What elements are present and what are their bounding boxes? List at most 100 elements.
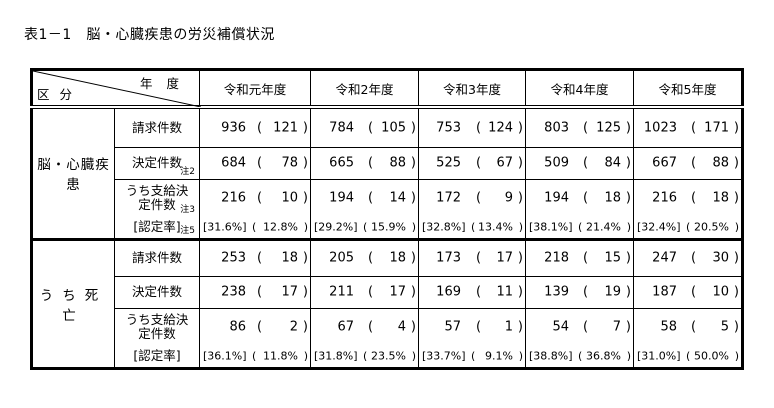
year-header: 令和2年度 [310, 69, 419, 109]
value-cell: 1023 ( 171 ) [633, 107, 743, 148]
secondary-value: 11 [496, 284, 513, 300]
header-row: 年度 区分 令和元年度 令和2年度 令和3年度 令和4年度 令和5年度 [31, 69, 743, 109]
secondary-value: 10 [712, 284, 729, 300]
primary-value: 172 [436, 190, 461, 206]
value-cell: 172 ( 9 ) [418, 178, 526, 217]
primary-value: 187 [652, 284, 677, 300]
secondary-value: 18 [604, 190, 621, 206]
paren-close: ) [625, 250, 631, 266]
secondary-value: 124 [488, 120, 513, 136]
secondary-value: 5 [720, 319, 729, 335]
secondary-value: 15.9% [371, 220, 406, 234]
paren-open: ( [476, 190, 482, 206]
paren-close: ) [302, 120, 308, 136]
paren-close: ) [734, 349, 739, 363]
primary-value: 238 [221, 284, 246, 300]
paren-close: ) [303, 349, 308, 363]
row-label-cell: 請求件数 [114, 107, 200, 148]
paren-open: ( [368, 319, 374, 335]
paren-close: ) [302, 155, 308, 171]
paren-close: ) [517, 319, 523, 335]
table-row: [認定率] [36.1%] ( 11.8% ) [31.8%] ( 23.5% … [32, 346, 743, 369]
paren-close: ) [733, 155, 739, 171]
secondary-value: 23.5% [371, 349, 406, 363]
paren-open: ( [476, 250, 482, 266]
paren-open: ( [257, 120, 263, 136]
table-row: うち死亡 請求件数 253 ( 18 ) 205 ( 18 ) 173 ( 17 … [31, 237, 743, 369]
row-label: [認定率] [133, 348, 181, 364]
paren-close: ) [302, 250, 308, 266]
paren-close: ) [517, 190, 523, 206]
secondary-value: 105 [381, 120, 406, 136]
value-cell: [31.0%] ( 50.0% ) [633, 346, 743, 369]
secondary-value: 17 [496, 250, 513, 266]
paren-open: ( [691, 250, 697, 266]
value-cell: [38.8%] ( 36.8% ) [525, 346, 634, 369]
secondary-value: 4 [397, 319, 406, 335]
primary-value: 667 [652, 155, 677, 171]
primary-value: [31.8%] [314, 349, 358, 363]
value-cell: [32.8%] ( 13.4% ) [418, 217, 526, 240]
paren-close: ) [733, 284, 739, 300]
primary-value: 67 [337, 319, 354, 335]
paren-open: ( [257, 284, 263, 300]
paren-open: ( [257, 155, 263, 171]
section-name: 脳・心臓疾患 [31, 107, 115, 240]
paren-open: ( [368, 250, 374, 266]
value-cell: [38.1%] ( 21.4% ) [525, 217, 634, 240]
value-cell: [32.4%] ( 20.5% ) [633, 217, 743, 240]
row-label: 決定件数 [131, 284, 182, 299]
secondary-value: 125 [596, 120, 621, 136]
paren-close: ) [625, 190, 631, 206]
paren-close: ) [517, 120, 523, 136]
paren-close: ) [733, 319, 739, 335]
paren-open: ( [691, 284, 697, 300]
value-cell: 253 ( 18 ) [199, 237, 311, 277]
primary-value: [31.6%] [203, 220, 247, 234]
value-cell: [31.6%] ( 12.8% ) [199, 217, 311, 240]
paren-open: ( [471, 220, 476, 234]
paren-open: ( [691, 155, 697, 171]
value-cell: [31.8%] ( 23.5% ) [310, 346, 419, 369]
section-name: うち死亡 [31, 237, 115, 369]
footnote-ref: 注2 [180, 166, 195, 177]
row-label-cell: 決定件数 [114, 275, 200, 309]
value-cell: [33.7%] ( 9.1% ) [418, 346, 526, 369]
primary-value: 54 [552, 319, 569, 335]
value-cell: 57 ( 1 ) [418, 307, 526, 346]
secondary-value: 36.8% [586, 349, 621, 363]
primary-value: 169 [436, 284, 461, 300]
paren-close: ) [517, 250, 523, 266]
primary-value: 216 [221, 190, 246, 206]
value-cell: 211 ( 17 ) [310, 275, 419, 309]
secondary-value: 11.8% [263, 349, 298, 363]
value-cell: 169 ( 11 ) [418, 275, 526, 309]
value-cell: 667 ( 88 ) [633, 146, 743, 180]
table-row: うち支給決定件数 注3 216 ( 10 ) 194 ( 14 ) 172 ( 9… [32, 178, 743, 217]
paren-open: ( [476, 120, 482, 136]
secondary-value: 18 [712, 190, 729, 206]
secondary-value: 50.0% [694, 349, 729, 363]
paren-open: ( [368, 284, 374, 300]
primary-value: 211 [329, 284, 354, 300]
value-cell: 247 ( 30 ) [633, 237, 743, 277]
paren-close: ) [517, 155, 523, 171]
secondary-value: 12.8% [263, 220, 298, 234]
paren-open: ( [691, 120, 697, 136]
secondary-value: 67 [496, 155, 513, 171]
table-row: うち支給決定件数 86 ( 2 ) 67 ( 4 ) 57 ( 1 ) 54 (… [32, 307, 743, 346]
paren-open: ( [368, 155, 374, 171]
primary-value: 1023 [643, 120, 677, 136]
primary-value: 684 [221, 155, 246, 171]
value-cell: 803 ( 125 ) [525, 107, 634, 148]
value-cell: 784 ( 105 ) [310, 107, 419, 148]
paren-open: ( [252, 220, 257, 234]
secondary-value: 10 [281, 190, 298, 206]
primary-value: 665 [329, 155, 354, 171]
year-label: 年度 [139, 76, 193, 91]
paren-close: ) [625, 120, 631, 136]
value-cell: 194 ( 14 ) [310, 178, 419, 217]
value-cell: 216 ( 18 ) [633, 178, 743, 217]
table-row: [認定率] 注5 [31.6%] ( 12.8% ) [29.2%] ( 15.9… [32, 217, 743, 240]
paren-open: ( [583, 284, 589, 300]
